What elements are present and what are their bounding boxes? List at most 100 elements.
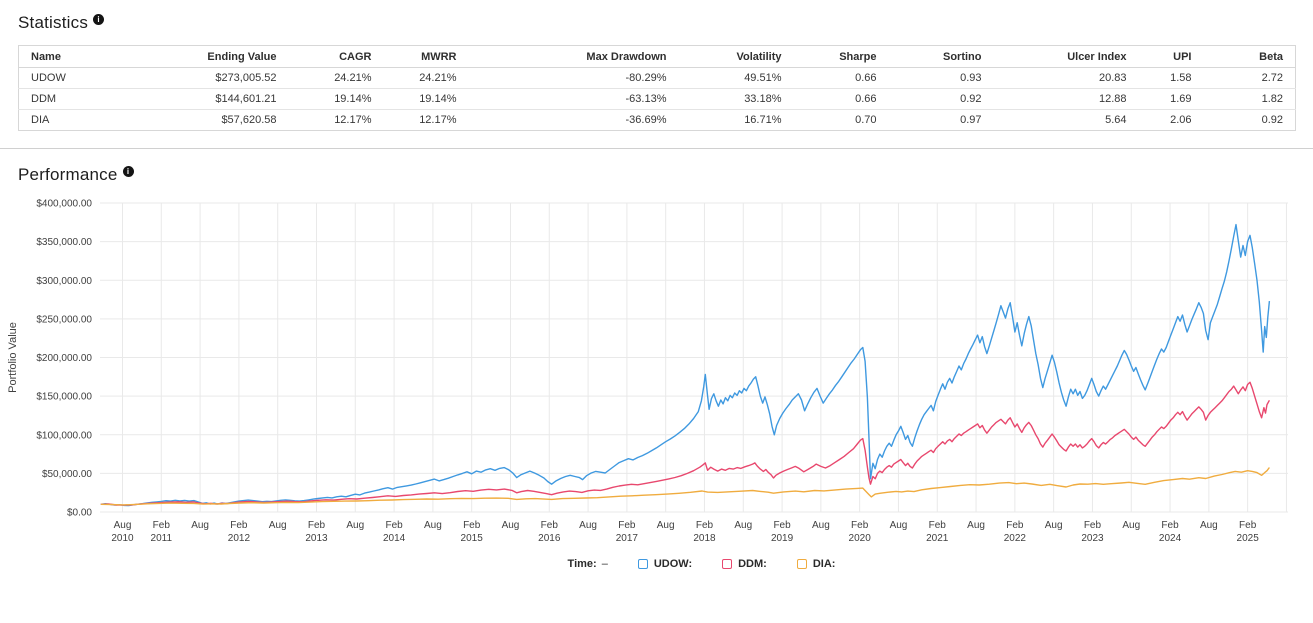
asset-name-cell: DIA bbox=[31, 114, 50, 126]
info-icon[interactable]: i bbox=[93, 14, 105, 25]
column-header: Beta bbox=[1203, 45, 1296, 68]
x-axis-tick-month: Aug bbox=[890, 520, 908, 531]
performance-section: Performance i $400,000.00 $350,000.00 $300,… bbox=[0, 165, 1313, 570]
x-axis-tick-year: 2010 bbox=[111, 533, 134, 544]
value-cell: -36.69% bbox=[625, 114, 667, 126]
performance-title: Performance i bbox=[18, 165, 1313, 185]
legend-item-udow[interactable]: UDOW: bbox=[637, 558, 693, 570]
info-icon[interactable]: i bbox=[122, 166, 134, 177]
performance-chart-svg[interactable]: $400,000.00 $350,000.00 $300,000.00 $250,00… bbox=[0, 191, 1300, 553]
statistics-table-body: UDOW $273,005.52 24.21% 24.21% -80.29% 49.51%… bbox=[18, 67, 1296, 131]
y-axis-tick-label: $0.00 bbox=[67, 508, 92, 519]
x-axis-tick-year: 2017 bbox=[616, 533, 639, 544]
value-cell: 0.66 bbox=[793, 88, 889, 110]
statistics-title-text: Statistics bbox=[18, 13, 89, 32]
value-cell: -80.29% bbox=[468, 67, 679, 89]
x-axis-tick-month: Feb bbox=[1239, 520, 1257, 531]
column-header: Sharpe bbox=[793, 45, 889, 68]
x-axis-tick-month: Feb bbox=[153, 520, 171, 531]
series-line-ddm[interactable] bbox=[100, 381, 1271, 506]
statistics-table: Name Ending Value CAGR MWRR Max Drawdown Vola… bbox=[18, 45, 1296, 131]
legend-swatch-ddm bbox=[722, 559, 733, 569]
table-row: DIA $57,620.58 12.17% 12.17% -36.69% 16.71% 0.… bbox=[19, 110, 1296, 131]
x-axis-tick-month: Aug bbox=[346, 520, 364, 531]
value-cell: 0.92 bbox=[1261, 114, 1283, 126]
legend-label-ddm: DDM: bbox=[738, 558, 767, 570]
performance-chart[interactable]: $400,000.00 $350,000.00 $300,000.00 $250,00… bbox=[0, 191, 1313, 558]
x-axis-tick-month: Aug bbox=[1200, 520, 1218, 531]
value-cell: 24.21% bbox=[383, 67, 469, 89]
value-cell: 2.72 bbox=[1203, 67, 1296, 89]
y-axis-tick-label: $300,000.00 bbox=[36, 276, 92, 287]
column-header: Ending Value bbox=[178, 45, 289, 68]
column-header: Name bbox=[18, 45, 179, 68]
value-cell: 0.70 bbox=[855, 114, 877, 126]
x-axis-tick-month: Feb bbox=[929, 520, 947, 531]
x-axis-tick-year: 2013 bbox=[305, 533, 328, 544]
x-axis-tick-year: 2022 bbox=[1004, 533, 1027, 544]
value-cell: 2.06 bbox=[1170, 114, 1192, 126]
x-axis-tick-month: Feb bbox=[1084, 520, 1102, 531]
x-axis-tick-month: Aug bbox=[734, 520, 752, 531]
value-cell: -63.13% bbox=[468, 88, 679, 110]
series-line-dia[interactable] bbox=[100, 467, 1270, 506]
x-axis-tick-year: 2018 bbox=[693, 533, 716, 544]
value-cell: 0.93 bbox=[888, 67, 994, 89]
column-header: CAGR bbox=[288, 45, 384, 68]
column-header: Max Drawdown bbox=[468, 45, 679, 68]
x-axis-tick-month: Aug bbox=[269, 520, 287, 531]
value-cell: 19.14% bbox=[383, 88, 469, 110]
x-axis-tick-month: Feb bbox=[1161, 520, 1179, 531]
value-cell: $144,601.21 bbox=[178, 88, 289, 110]
value-cell: 1.69 bbox=[1138, 88, 1204, 110]
x-axis-tick-year: 2021 bbox=[926, 533, 949, 544]
x-axis-tick-month: Aug bbox=[424, 520, 442, 531]
x-axis-tick-year: 2011 bbox=[151, 533, 173, 544]
y-axis-title: Portfolio Value bbox=[7, 322, 19, 393]
performance-title-text: Performance bbox=[18, 165, 118, 184]
x-axis-tick-month: Aug bbox=[191, 520, 209, 531]
x-axis-tick-month: Aug bbox=[502, 520, 520, 531]
value-cell: 12.88 bbox=[993, 88, 1139, 110]
value-cell: 33.18% bbox=[678, 88, 794, 110]
value-cell: $273,005.52 bbox=[178, 67, 289, 89]
column-header: MWRR bbox=[383, 45, 469, 68]
x-axis-tick-month: Feb bbox=[696, 520, 714, 531]
x-axis-tick-month: Feb bbox=[385, 520, 403, 531]
y-axis-tick-label: $200,000.00 bbox=[36, 353, 92, 364]
value-cell: 0.97 bbox=[960, 114, 982, 126]
x-axis-tick-month: Aug bbox=[1122, 520, 1140, 531]
legend-item-dia[interactable]: DIA: bbox=[796, 558, 836, 570]
statistics-table-head: Name Ending Value CAGR MWRR Max Drawdown Vola… bbox=[18, 45, 1296, 68]
legend-label-dia: DIA: bbox=[812, 558, 836, 570]
x-axis-tick-month: Feb bbox=[230, 520, 248, 531]
x-axis-tick-month: Feb bbox=[463, 520, 481, 531]
chart-legend: Time: – UDOW: DDM: DIA: bbox=[0, 558, 1313, 570]
page: Statistics i Name Ending Value CAGR MWRR Max … bbox=[0, 13, 1313, 570]
statistics-section: Statistics i Name Ending Value CAGR MWRR Max … bbox=[0, 13, 1313, 131]
asset-name-cell: DDM bbox=[18, 88, 179, 110]
x-axis-tick-year: 2025 bbox=[1237, 533, 1260, 544]
legend-item-ddm[interactable]: DDM: bbox=[722, 558, 767, 570]
x-axis-tick-month: Aug bbox=[1045, 520, 1063, 531]
x-axis-tick-year: 2023 bbox=[1081, 533, 1104, 544]
y-axis-tick-label: $250,000.00 bbox=[36, 314, 92, 325]
value-cell: 12.17% bbox=[419, 114, 457, 126]
section-divider bbox=[0, 148, 1313, 149]
x-axis-tick-year: 2019 bbox=[771, 533, 794, 544]
value-cell: 16.71% bbox=[744, 114, 782, 126]
value-cell: 0.66 bbox=[793, 67, 889, 89]
column-header: Ulcer Index bbox=[993, 45, 1139, 68]
x-axis-tick-month: Feb bbox=[1006, 520, 1024, 531]
series-line-udow[interactable] bbox=[100, 223, 1271, 507]
value-cell: 12.17% bbox=[334, 114, 372, 126]
legend-time-label: Time: bbox=[567, 558, 597, 570]
y-axis-tick-label: $350,000.00 bbox=[36, 237, 92, 248]
column-header: Sortino bbox=[888, 45, 994, 68]
statistics-title: Statistics i bbox=[18, 13, 1313, 33]
legend-swatch-dia bbox=[796, 559, 807, 569]
legend-label-udow: UDOW: bbox=[653, 558, 693, 570]
table-row: DDM $144,601.21 19.14% 19.14% -63.13% 33.18% 0… bbox=[18, 88, 1296, 110]
value-cell: 1.82 bbox=[1203, 88, 1296, 110]
value-cell: 5.64 bbox=[1105, 114, 1127, 126]
